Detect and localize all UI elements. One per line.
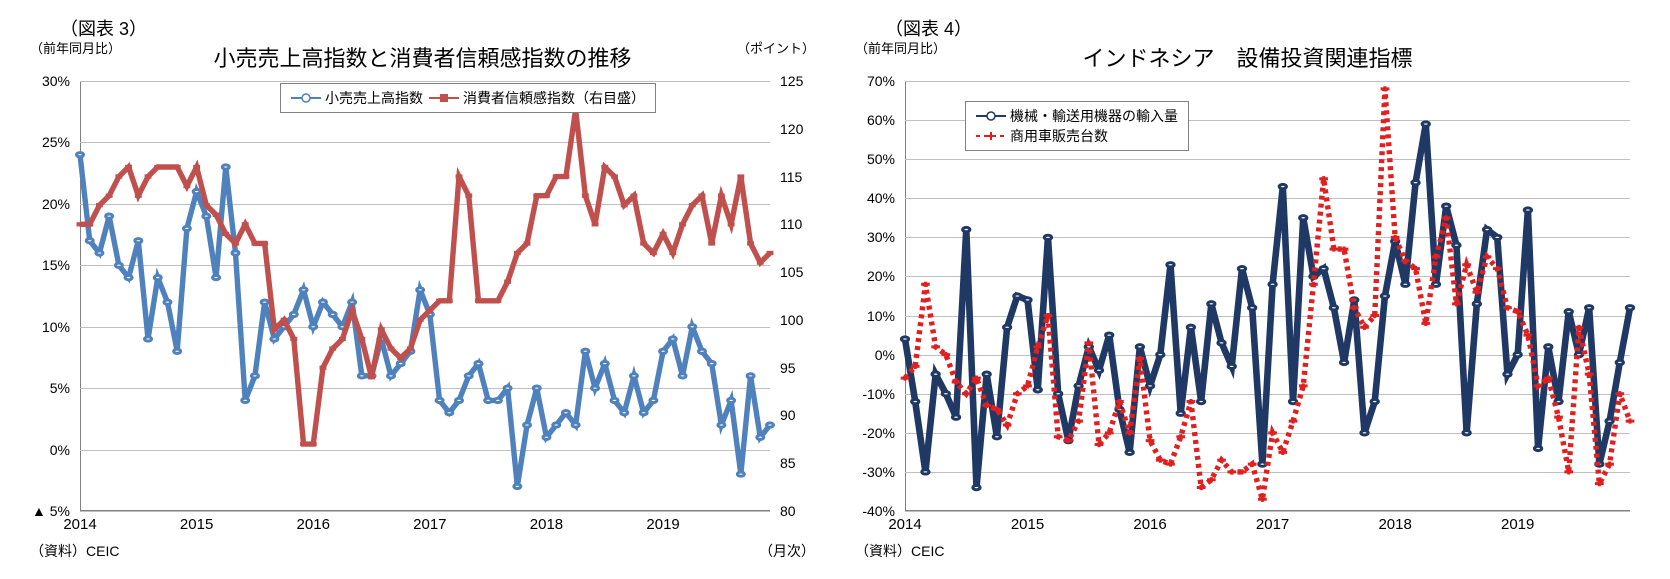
y-tick: 30% [867, 229, 895, 245]
y-tick: -10% [862, 386, 895, 402]
x-tick: 2017 [1256, 516, 1289, 533]
chart3-y-axis-left: ▲ 5%0%5%10%15%20%25%30% [25, 81, 75, 511]
x-tick: 2016 [1133, 516, 1166, 533]
chart4-title: インドネシア 設備投資関連指標 [850, 41, 1645, 73]
legend-item: 機械・輸送用機器の輸入量 [976, 106, 1178, 126]
x-tick: 2019 [1501, 516, 1534, 533]
legend-item: 商用車販売台数 [976, 126, 1178, 146]
y-tick: 50% [867, 151, 895, 167]
x-tick: 2014 [63, 516, 96, 533]
y-tick: 70% [867, 73, 895, 89]
grid-line [80, 511, 770, 512]
y-tick: 120 [780, 121, 803, 137]
chart3-svg [80, 81, 770, 511]
y-tick: 20% [867, 268, 895, 284]
y-tick: 15% [42, 257, 70, 273]
y-tick: 85 [780, 455, 796, 471]
y-tick: 40% [867, 190, 895, 206]
y-tick: 30% [42, 73, 70, 89]
y-tick: 110 [780, 216, 802, 232]
x-tick: 2014 [888, 516, 921, 533]
chart3-y-axis-right: 80859095100105110115120125 [775, 81, 820, 511]
y-tick: 20% [42, 196, 70, 212]
y-tick: 0% [50, 442, 70, 458]
chart4-left-unit: （前年同月比） [855, 38, 946, 57]
chart3-source: （資料）CEIC [30, 541, 820, 561]
x-tick: 2018 [530, 516, 563, 533]
legend-item: 消費者信頼感指数（右目盛） [429, 88, 645, 108]
grid-line [905, 511, 1630, 512]
x-tick: 2015 [1011, 516, 1044, 533]
x-tick: 2019 [646, 516, 679, 533]
y-tick: 80 [780, 503, 796, 519]
chart3-panel: （図表 3） （前年同月比） （ポイント） 小売売上高指数と消費者信頼感指数の推… [10, 10, 835, 569]
chart4-plot-area: -40%-30%-20%-10%0%10%20%30%40%50%60%70% … [905, 81, 1630, 511]
chart4-y-axis-left: -40%-30%-20%-10%0%10%20%30%40%50%60%70% [850, 81, 900, 511]
chart3-left-unit: （前年同月比） [30, 38, 121, 57]
legend-item: 小売売上高指数 [291, 88, 423, 108]
chart4-panel: （図表 4） （前年同月比） インドネシア 設備投資関連指標 -40%-30%-… [835, 10, 1660, 569]
x-tick: 2016 [297, 516, 330, 533]
x-tick: 2018 [1378, 516, 1411, 533]
y-tick: 5% [50, 380, 70, 396]
chart4-legend: 機械・輸送用機器の輸入量商用車販売台数 [965, 101, 1189, 151]
chart4-source: （資料）CEIC [855, 541, 1645, 561]
chart3-right-unit: （ポイント） [737, 38, 815, 57]
y-tick: 60% [867, 112, 895, 128]
chart3-plot-area: ▲ 5%0%5%10%15%20%25%30% 8085909510010511… [80, 81, 770, 511]
y-tick: 25% [42, 134, 70, 150]
y-tick: -20% [862, 425, 895, 441]
x-tick: 2017 [413, 516, 446, 533]
y-tick: 95 [780, 360, 796, 376]
y-tick: 90 [780, 407, 796, 423]
chart3-title: 小売売上高指数と消費者信頼感指数の推移 [25, 41, 820, 73]
chart4-figure-label: （図表 4） [885, 15, 1645, 41]
chart3-figure-label: （図表 3） [60, 15, 820, 41]
y-tick: 100 [780, 312, 803, 328]
y-tick: 10% [42, 319, 70, 335]
x-tick: 2015 [180, 516, 213, 533]
y-tick: 115 [780, 169, 802, 185]
y-tick: -30% [862, 464, 895, 480]
chart4-x-axis: 201420152016201720182019 [905, 516, 1630, 536]
y-tick: 105 [780, 264, 803, 280]
y-tick: 10% [867, 308, 895, 324]
y-tick: 125 [780, 73, 803, 89]
chart3-legend: 小売売上高指数消費者信頼感指数（右目盛） [280, 83, 656, 113]
y-tick: 0% [875, 347, 895, 363]
chart3-period: （月次） [759, 541, 815, 561]
chart3-x-axis: 201420152016201720182019 [80, 516, 770, 536]
